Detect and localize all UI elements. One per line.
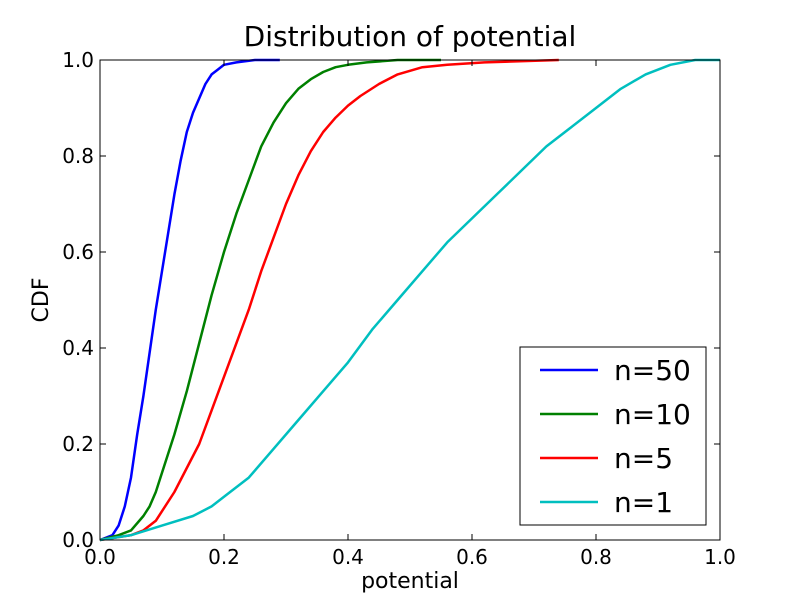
legend-label-2: n=5 <box>614 442 673 475</box>
x-axis-label: potential <box>361 569 459 594</box>
series-lines <box>99 58 720 542</box>
x-tick-label: 1.0 <box>704 545 736 569</box>
legend-label-3: n=1 <box>614 486 673 519</box>
x-tick-label: 0.0 <box>84 545 116 569</box>
series-line-3 <box>99 58 720 542</box>
axis-ticks: 0.0 0.2 0.4 0.6 0.8 1.0 0.0 0.2 0.4 0.6 0.8 1.0 <box>62 48 736 569</box>
x-tick-label: 0.2 <box>208 545 240 569</box>
y-tick-label: 0.0 <box>62 528 94 552</box>
series-line-2 <box>99 58 559 542</box>
x-tick-label: 0.4 <box>332 545 364 569</box>
y-tick-label: 0.8 <box>62 144 94 168</box>
legend-label-0: n=50 <box>614 354 691 387</box>
y-tick-label: 0.4 <box>62 336 94 360</box>
series-line-1 <box>99 58 441 542</box>
legend-label-1: n=10 <box>614 398 691 431</box>
y-tick-label: 1.0 <box>62 48 94 72</box>
series-line-0 <box>99 58 280 542</box>
y-axis-label: CDF <box>29 278 54 323</box>
y-tick-label: 0.2 <box>62 432 94 456</box>
plot-frame <box>99 59 721 541</box>
legend: n=50 n=10 n=5 n=1 <box>519 346 707 526</box>
x-tick-label: 0.6 <box>456 545 488 569</box>
legend-box <box>519 346 707 526</box>
y-tick-label: 0.6 <box>62 240 94 264</box>
x-tick-label: 0.8 <box>580 545 612 569</box>
chart-title: Distribution of potential <box>244 20 577 53</box>
